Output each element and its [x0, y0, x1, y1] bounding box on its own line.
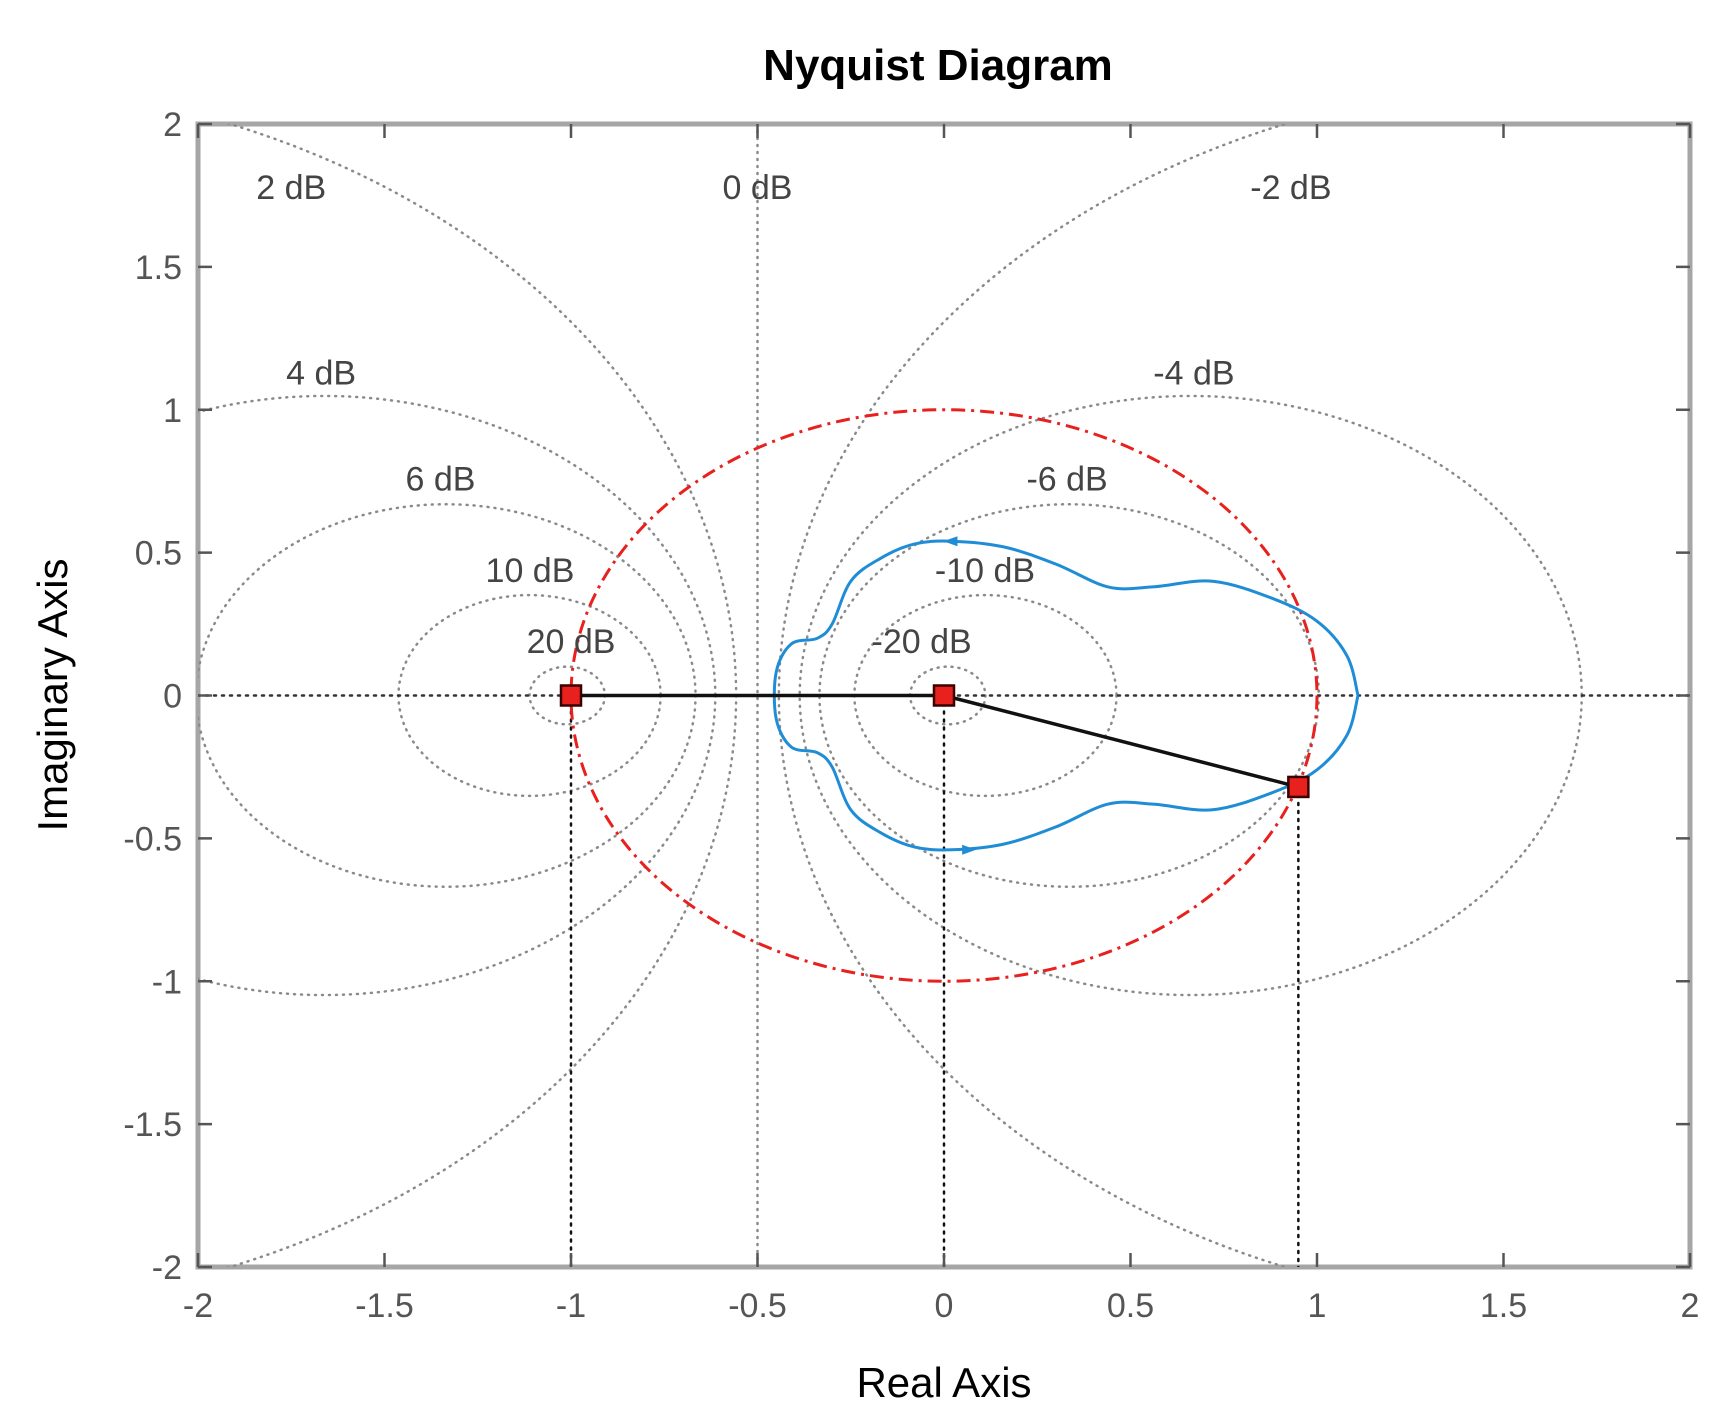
x-tick-label-2: -1 — [556, 1287, 586, 1325]
db-label-7: 10 dB — [486, 552, 575, 590]
vector-segment-1 — [943, 693, 1299, 789]
db-label-4: -4 dB — [1153, 355, 1234, 393]
db-label-2: -2 dB — [1250, 169, 1331, 207]
db-label-group: 2 dB 0 dB -2 dB 4 dB -4 dB 6 dB -6 dB 10 dB -10 … — [256, 169, 1331, 661]
x-tick-label-6: 1 — [1308, 1287, 1327, 1325]
direction-arrow-0 — [943, 536, 958, 547]
y-tick-label-1: 1.5 — [135, 249, 182, 287]
y-axis-label: Imaginary Axis — [29, 558, 76, 831]
db-label-8: -10 dB — [935, 552, 1035, 590]
db-label-1: 0 dB — [723, 169, 793, 207]
x-tick-label-0: -2 — [183, 1287, 213, 1325]
db-label-3: 4 dB — [286, 355, 356, 393]
db-label-10: -20 dB — [872, 623, 972, 661]
direction-arrow-1 — [962, 844, 977, 855]
y-tick-label-4: 0 — [163, 678, 182, 716]
y-tick-label-8: -2 — [152, 1249, 182, 1287]
x-tick-label-8: 2 — [1681, 1287, 1700, 1325]
y-tick-label-3: 0.5 — [135, 535, 182, 573]
x-tick-group: -2 -1.5 -1 -0.5 0 0.5 1 1.5 2 — [183, 124, 1700, 1325]
db-label-0: 2 dB — [256, 169, 326, 207]
y-tick-label-2: 1 — [163, 392, 182, 430]
point-marker-0 — [559, 684, 583, 707]
db-label-9: 20 dB — [527, 623, 616, 661]
db-label-6: -6 dB — [1026, 460, 1107, 498]
x-tick-label-7: 1.5 — [1480, 1287, 1527, 1325]
y-tick-label-0: 2 — [163, 106, 182, 144]
point-marker-2 — [1287, 775, 1310, 799]
x-axis-label: Real Axis — [856, 1359, 1031, 1406]
x-tick-label-1: -1.5 — [355, 1287, 414, 1325]
unit-circle-group — [569, 408, 1319, 983]
db-label-5: 6 dB — [405, 460, 475, 498]
y-tick-group: 2 1.5 1 0.5 0 -0.5 -1 -1.5 -2 — [123, 106, 1690, 1287]
chart-title: Nyquist Diagram — [763, 41, 1113, 90]
x-tick-label-5: 0.5 — [1107, 1287, 1154, 1325]
marker-group — [559, 684, 1310, 799]
y-tick-label-7: -1.5 — [123, 1106, 182, 1144]
x-tick-label-4: 0 — [935, 1287, 954, 1325]
point-marker-1 — [932, 684, 956, 707]
y-tick-label-6: -1 — [152, 963, 182, 1001]
unit-circle — [569, 408, 1319, 983]
y-tick-label-5: -0.5 — [123, 820, 182, 858]
x-tick-label-3: -0.5 — [728, 1287, 787, 1325]
